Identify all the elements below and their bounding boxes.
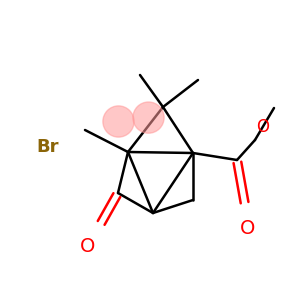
Circle shape [103, 106, 134, 137]
Text: O: O [256, 118, 269, 136]
Text: Br: Br [37, 138, 59, 156]
Circle shape [133, 102, 164, 133]
Text: O: O [80, 238, 96, 256]
Text: O: O [240, 218, 256, 238]
